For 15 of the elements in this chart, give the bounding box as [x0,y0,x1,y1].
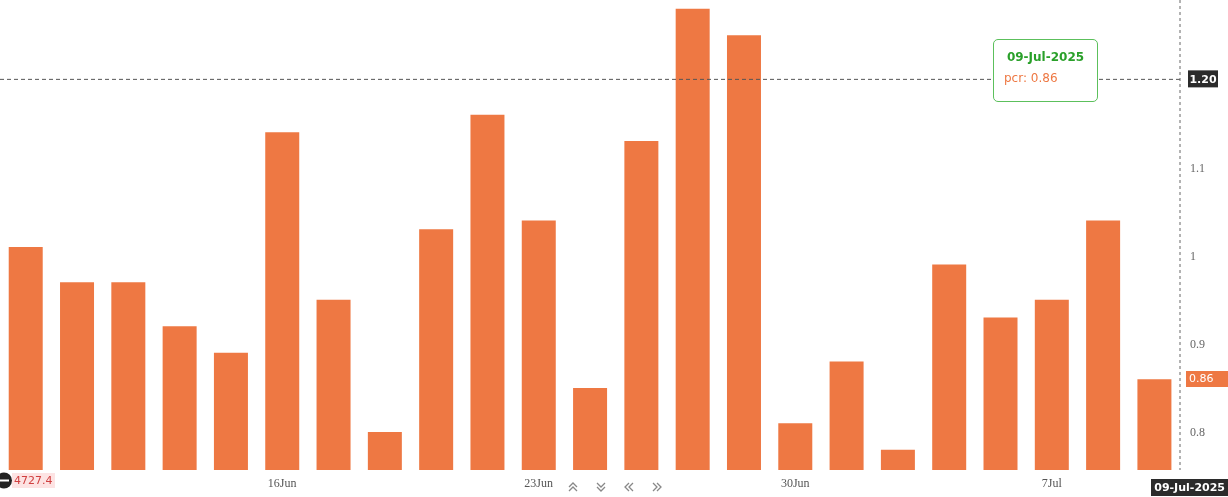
x-tick-label: 7Jul [1041,475,1063,490]
text: 09-Jul-2025 [1151,479,1228,496]
y-tick-label: 1 [1190,248,1196,263]
text: 4727.4 [12,473,55,488]
x-tick-label: 16Jun [267,475,297,490]
annotation: 09-Jul-2025 [1005,50,1086,64]
x-tick-label: 30Jun [780,475,810,490]
x-tick-label: 23Jun [524,475,554,490]
y-tick-label: 0.8 [1190,425,1205,440]
y-tick-label: 1.1 [1190,160,1205,175]
tooltip-box: 09-Jul-2025 pcr: 0.86 [993,39,1098,102]
annotation: pcr: 0.86 [1004,71,1059,85]
ref-line-label: 1.20 [1189,73,1217,87]
y-tick-label: 0.9 [1190,337,1205,352]
annotation: 0.86 [1186,371,1228,388]
